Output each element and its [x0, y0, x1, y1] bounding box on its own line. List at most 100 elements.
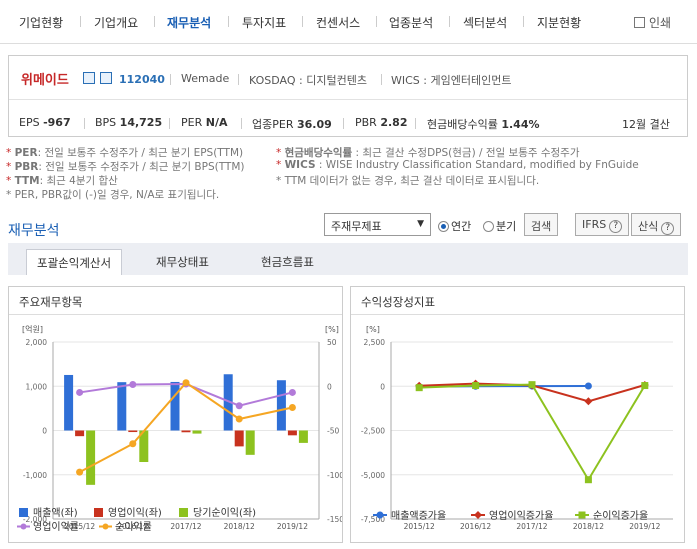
- company-home-icon[interactable]: [83, 72, 95, 84]
- note-ttm: * TTM: 최근 4분기 합산: [6, 175, 118, 187]
- series-point-1-3: [235, 415, 243, 423]
- legend-swatch: [376, 511, 384, 519]
- nav-tab-sector-analysis[interactable]: 섹터분석: [463, 16, 508, 30]
- series-point-1-3: [584, 397, 593, 406]
- nav-tab-industry-analysis[interactable]: 업종분석: [389, 16, 434, 30]
- series-point-0-3: [584, 382, 592, 390]
- y-tick-right: 0: [327, 382, 332, 391]
- bar-2-2: [192, 430, 202, 434]
- legend-label: 영업이익증가율: [489, 509, 553, 522]
- key-financials-panel: 주요재무항목 [억원] [%] 2,000 1,000 0 -1,000 -2,000 50 0…: [8, 286, 343, 543]
- x-tick-label: 2019/12: [277, 522, 308, 531]
- legend-label: 영업이익률: [33, 520, 79, 533]
- key-financials-chart: [억원] [%] 2,000 1,000 0 -1,000 -2,000 50 0 -50 -100…: [17, 324, 342, 533]
- bar-1-2: [181, 430, 191, 433]
- note-dividend: * 현금배당수익률 : 최근 결산 수정DPS(현금) / 전일 보통주 수정주…: [276, 147, 580, 159]
- y-tick: -7,500: [361, 515, 385, 524]
- x-tick-label: 2016/12: [460, 522, 491, 531]
- top-nav: 기업현황 기업개요 재무분석 투자지표 컨센서스 업종분석 섹터분석 지분현황 …: [0, 0, 697, 44]
- statement-tabs: 포괄손익계산서 재무상태표 현금흐름표: [8, 243, 688, 275]
- y-tick-right: -150: [327, 515, 342, 524]
- x-tick-label: 2015/12: [404, 522, 435, 531]
- nav-tab-financial-analysis[interactable]: 재무분석: [167, 16, 212, 30]
- divider: [381, 74, 382, 85]
- series-point-1-4: [288, 403, 296, 411]
- series-point-0-3: [235, 402, 243, 410]
- nav-divider: [228, 16, 229, 27]
- nav-divider: [376, 16, 377, 27]
- metric-per: PER N/A: [181, 116, 228, 129]
- print-icon: [634, 17, 645, 28]
- tab-income-statement[interactable]: 포괄손익계산서: [26, 249, 123, 275]
- bar-2-3: [245, 430, 255, 455]
- series-point-0-1: [129, 380, 137, 388]
- tab-balance-sheet[interactable]: 재무상태표: [156, 255, 209, 269]
- y-axis-unit-right: [%]: [325, 325, 339, 334]
- nav-divider: [449, 16, 450, 27]
- y-tick: 2,500: [364, 338, 386, 347]
- panel-title: 수익성장성지표: [361, 295, 436, 309]
- note-ttm-none: * TTM 데이터가 없는 경우, 최근 결산 데이터로 표시됩니다.: [276, 175, 540, 187]
- y-tick-left: -1,000: [23, 471, 47, 480]
- note-per: * PER: 전일 보통주 수정주가 / 최근 분기 EPS(TTM): [6, 147, 244, 159]
- growth-indicators-panel: 수익성장성지표 [%] 2,500 0 -2,500 -5,000 -7,500 2015/…: [350, 286, 685, 543]
- divider: [238, 74, 239, 85]
- legend-swatch: [19, 508, 28, 517]
- radio-quarter[interactable]: 분기: [483, 218, 516, 234]
- help-icon: ?: [609, 220, 623, 233]
- bar-1-4: [287, 430, 297, 436]
- statement-select[interactable]: 주재무제표 ▼: [324, 213, 431, 236]
- formula-button[interactable]: 산식?: [631, 213, 682, 236]
- company-summary: 위메이드 112040 Wemade KOSDAQ : 디지털컨텐츠 WICS …: [8, 55, 688, 137]
- search-button[interactable]: 검색: [524, 213, 559, 236]
- radio-annual[interactable]: 연간: [438, 218, 471, 234]
- legend-swatch: [474, 511, 482, 519]
- nav-tab-shareholding[interactable]: 지분현황: [537, 16, 582, 30]
- legend-swatch: [102, 523, 109, 530]
- x-tick-label: 2019/12: [629, 522, 660, 531]
- divider: [9, 314, 342, 315]
- bar-0-3: [223, 374, 233, 431]
- bar-2-1: [139, 430, 149, 463]
- series-point-1-1: [129, 440, 137, 448]
- section-title: 재무분석: [8, 223, 60, 239]
- metric-dividend-yield: 현금배당수익률 1.44%: [427, 118, 540, 131]
- market-classification: KOSDAQ : 디지털컨텐츠: [249, 74, 367, 87]
- nav-tab-investment-indicators[interactable]: 투자지표: [242, 16, 287, 30]
- nav-tab-company-status[interactable]: 기업현황: [19, 16, 64, 30]
- divider: [351, 314, 684, 315]
- nav-divider: [523, 16, 524, 27]
- nav-divider: [154, 16, 155, 27]
- y-tick: 0: [380, 382, 385, 391]
- radio-unchecked-icon: [483, 221, 494, 232]
- x-tick-label: 2016/12: [117, 522, 148, 531]
- x-tick-label: 2015/12: [64, 522, 95, 531]
- nav-divider: [80, 16, 81, 27]
- series-point-1-2: [182, 379, 190, 387]
- ifrs-button[interactable]: IFRS?: [575, 213, 630, 236]
- company-info-icon[interactable]: [100, 72, 112, 84]
- y-tick-right: 50: [327, 338, 337, 347]
- divider: [84, 118, 85, 129]
- nav-tab-consensus[interactable]: 컨센서스: [316, 16, 361, 30]
- nav-divider: [302, 16, 303, 27]
- bar-2-0: [86, 430, 96, 485]
- print-label: 인쇄: [649, 16, 672, 30]
- x-tick-label: 2017/12: [170, 522, 201, 531]
- tab-cash-flow[interactable]: 현금흐름표: [261, 255, 314, 269]
- print-button[interactable]: 인쇄: [634, 14, 671, 31]
- x-tick-label: 2018/12: [573, 522, 604, 531]
- x-tick-label: 2017/12: [516, 522, 547, 531]
- nav-tab-company-overview[interactable]: 기업개요: [94, 16, 139, 30]
- y-tick-right: -100: [327, 471, 342, 480]
- bar-1-1: [128, 430, 138, 433]
- statement-select-value: 주재무제표: [331, 220, 382, 233]
- y-tick-right: -50: [327, 427, 339, 436]
- bar-1-3: [234, 430, 244, 447]
- company-name: 위메이드: [21, 73, 69, 88]
- divider: [241, 118, 242, 129]
- bar-2-4: [298, 430, 308, 443]
- bar-0-4: [276, 380, 286, 431]
- legend-swatch: [179, 508, 188, 517]
- legend-label: 매출액(좌): [33, 507, 78, 519]
